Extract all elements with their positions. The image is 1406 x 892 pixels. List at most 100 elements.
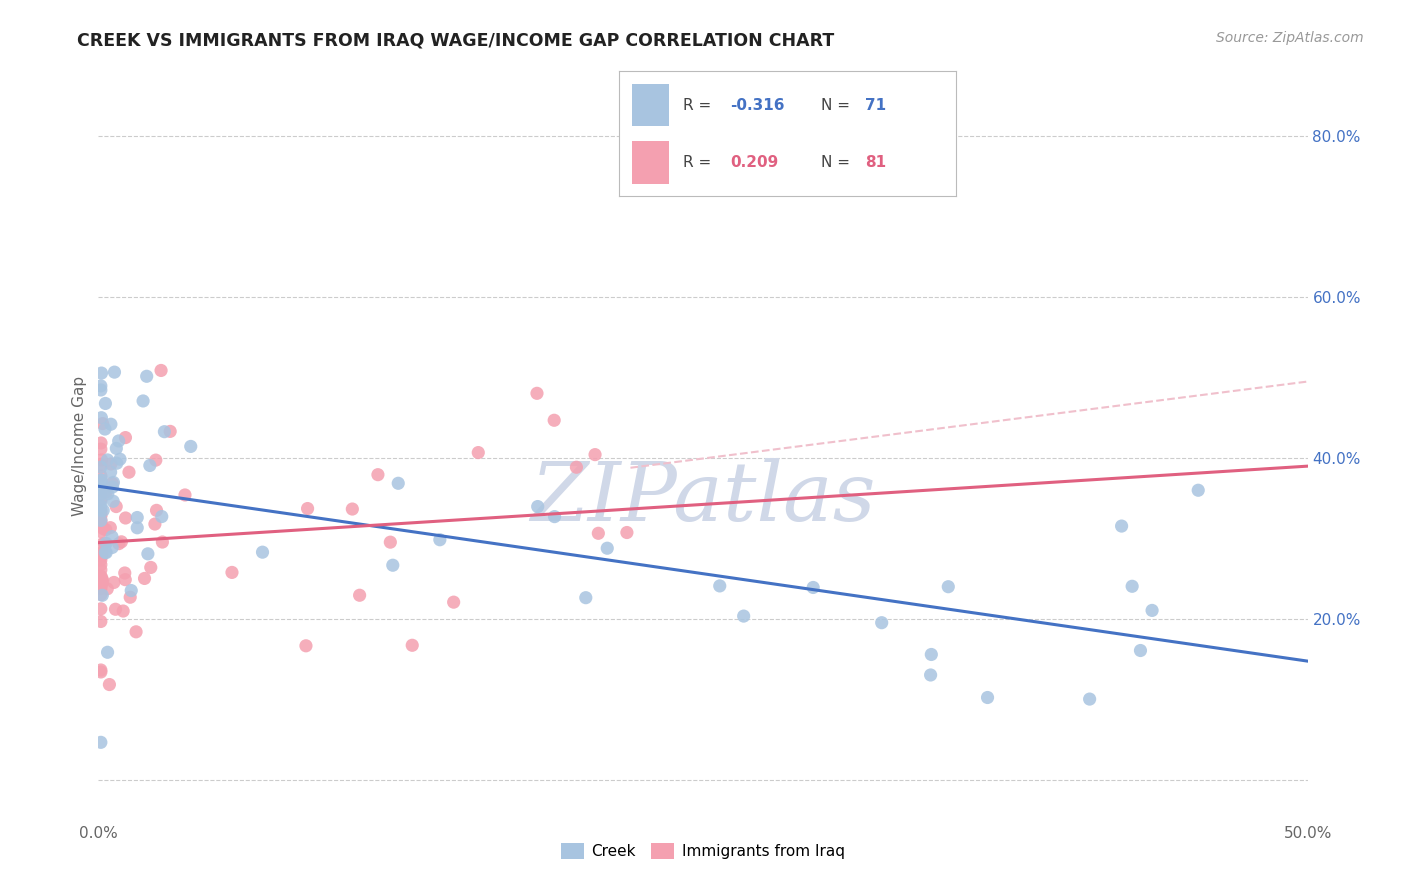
Point	[101, 476, 124, 491]
Point	[90, 458, 112, 472]
Point	[132, 394, 155, 409]
Point	[252, 545, 274, 559]
Point	[90, 563, 112, 577]
Point	[90, 453, 112, 467]
Point	[90, 513, 112, 527]
Point	[90, 549, 112, 563]
Point	[297, 501, 319, 516]
Point	[97, 645, 120, 659]
Point	[96, 453, 118, 467]
Point	[90, 475, 112, 490]
Point	[101, 494, 124, 508]
Point	[98, 677, 121, 691]
Point	[94, 523, 117, 537]
Point	[100, 457, 122, 471]
Point	[90, 569, 112, 583]
Point	[90, 442, 112, 457]
Point	[139, 458, 162, 473]
Point	[1129, 643, 1152, 657]
Point	[91, 545, 114, 559]
Point	[110, 534, 132, 549]
Point	[91, 417, 114, 431]
Point	[381, 558, 404, 573]
Point	[101, 541, 124, 555]
Point	[90, 553, 112, 567]
Point	[90, 508, 112, 523]
Point	[90, 519, 112, 533]
Point	[90, 366, 112, 380]
Y-axis label: Wage/Income Gap: Wage/Income Gap	[72, 376, 87, 516]
Point	[94, 396, 117, 410]
Point	[107, 434, 129, 448]
Point	[105, 456, 128, 470]
Text: 71: 71	[865, 97, 886, 112]
Point	[94, 484, 117, 499]
Text: -0.316: -0.316	[730, 97, 785, 112]
Point	[90, 515, 112, 529]
Point	[136, 547, 159, 561]
Point	[1187, 483, 1209, 498]
Point	[91, 588, 114, 602]
Point	[104, 602, 127, 616]
Point	[709, 579, 731, 593]
Point	[387, 476, 409, 491]
Point	[90, 503, 112, 517]
Point	[90, 665, 112, 679]
Point	[90, 577, 112, 591]
Text: R =: R =	[683, 155, 716, 170]
Point	[127, 510, 149, 524]
Point	[90, 615, 112, 629]
Point	[101, 480, 124, 494]
Point	[936, 580, 959, 594]
Point	[180, 439, 202, 453]
Text: N =: N =	[821, 155, 855, 170]
Text: 81: 81	[865, 155, 886, 170]
Point	[103, 365, 125, 379]
Point	[90, 473, 112, 487]
Point	[526, 386, 548, 401]
Point	[98, 521, 121, 535]
Point	[145, 453, 167, 467]
FancyBboxPatch shape	[633, 84, 669, 127]
Point	[127, 521, 149, 535]
Point	[96, 582, 118, 596]
Point	[108, 452, 131, 467]
Point	[90, 383, 112, 397]
Point	[105, 442, 128, 456]
Point	[134, 571, 156, 585]
Point	[90, 468, 112, 483]
Point	[91, 574, 114, 588]
Point	[90, 487, 112, 501]
Point	[120, 583, 142, 598]
Point	[159, 425, 181, 439]
Point	[103, 575, 125, 590]
Point	[114, 566, 136, 580]
Legend: Creek, Immigrants from Iraq: Creek, Immigrants from Iraq	[555, 838, 851, 865]
Point	[90, 558, 112, 572]
Point	[1078, 692, 1101, 706]
Point	[733, 609, 755, 624]
Point	[94, 422, 117, 436]
Point	[342, 502, 364, 516]
Point	[543, 413, 565, 427]
Point	[103, 475, 125, 490]
Point	[90, 537, 112, 551]
Point	[91, 503, 114, 517]
Point	[575, 591, 598, 605]
Point	[112, 604, 135, 618]
Point	[90, 582, 112, 596]
Point	[90, 410, 112, 425]
Point	[90, 518, 112, 533]
Point	[139, 560, 162, 574]
Point	[90, 460, 112, 475]
Point	[401, 638, 423, 652]
Point	[100, 417, 122, 432]
Text: N =: N =	[821, 97, 855, 112]
Text: 0.209: 0.209	[730, 155, 779, 170]
Point	[125, 624, 148, 639]
Point	[443, 595, 465, 609]
Point	[583, 448, 606, 462]
Point	[526, 500, 548, 514]
Point	[97, 487, 120, 501]
Point	[100, 465, 122, 479]
